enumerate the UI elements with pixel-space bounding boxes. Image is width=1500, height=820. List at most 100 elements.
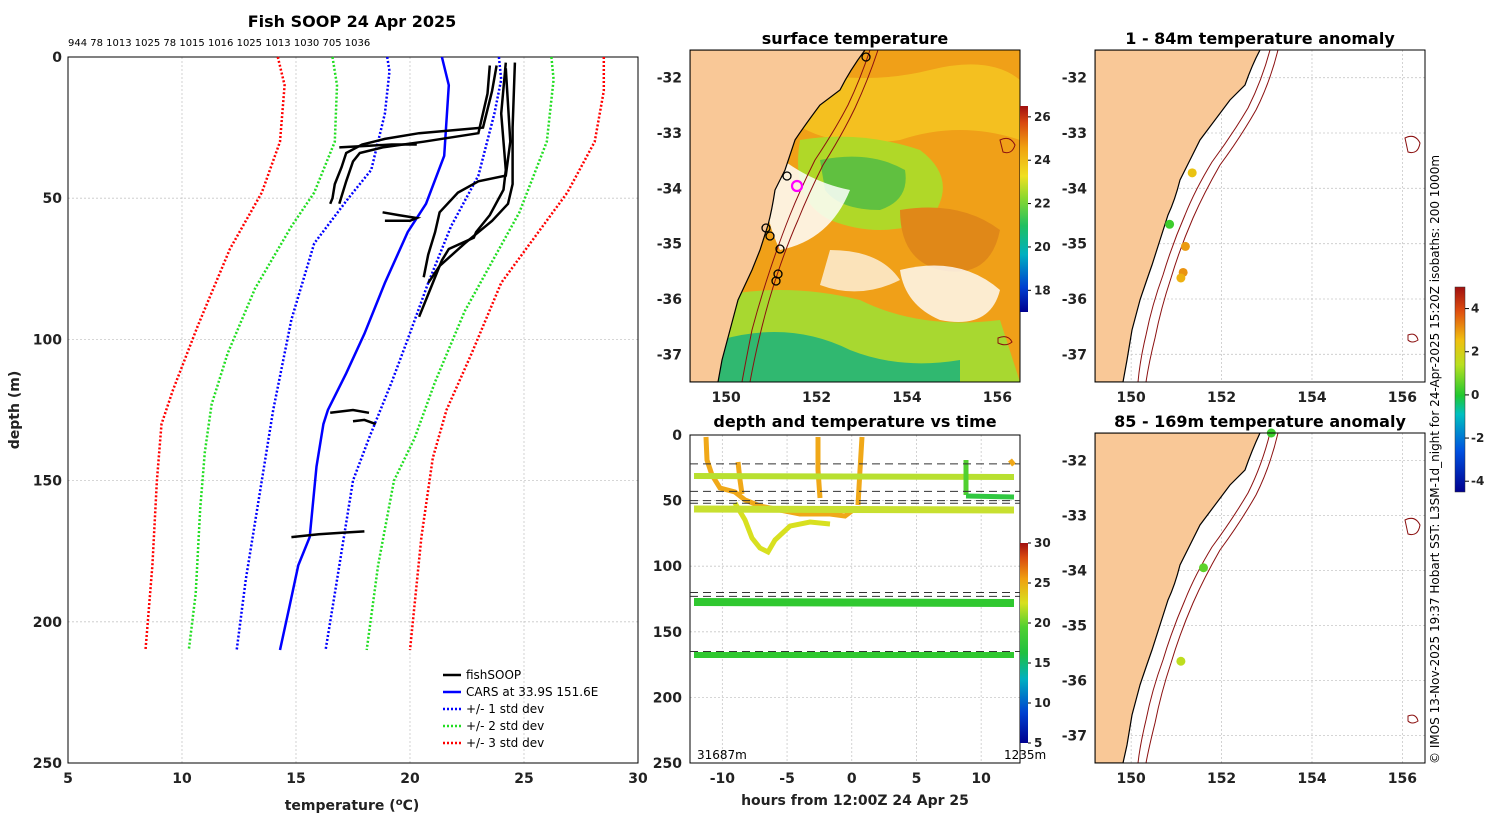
anomaly-deep-frame xyxy=(1094,432,1426,764)
time-depth-plot: depth and temperature vs time -10 -5 0 5 100… xyxy=(653,412,1051,809)
time-y-tick-label: 0 xyxy=(672,428,682,444)
anomaly-shallow-seamount xyxy=(1404,135,1421,154)
time-colorbar-label: 20 xyxy=(1034,616,1051,630)
time-colorbar-label: 30 xyxy=(1034,536,1051,550)
map-lon-tick-label: 154 xyxy=(892,390,921,406)
sst-cars-location-marker xyxy=(790,179,804,193)
sst-seamount-contour xyxy=(997,336,1013,346)
time-colorbar-label: 10 xyxy=(1034,696,1051,710)
time-x-axis-label: hours from 12:00Z 24 Apr 25 xyxy=(741,793,969,809)
map-lon-tick-label: 152 xyxy=(1207,771,1236,787)
anomaly-point xyxy=(1176,656,1186,666)
profile-y-tick-label: 250 xyxy=(33,756,62,772)
sst-map: surface temperature xyxy=(657,29,1051,406)
anomaly-shallow-title: 1 - 84m temperature anomaly xyxy=(1125,29,1395,48)
sst-station-marker xyxy=(775,244,785,254)
profile-y-tick-label: 200 xyxy=(33,615,62,631)
sst-isobath-200 xyxy=(741,50,871,382)
anomaly-point xyxy=(1187,168,1197,178)
anomaly-point xyxy=(1180,241,1190,251)
time-x-tick-label: -10 xyxy=(710,771,736,787)
series--1-std-dev-cool- xyxy=(235,56,391,651)
time-depth-title: depth and temperature vs time xyxy=(713,412,996,431)
map-lon-tick-label: 156 xyxy=(1388,390,1417,406)
map-lat-tick-label: -36 xyxy=(657,292,682,308)
time-colorbar-label: 25 xyxy=(1034,576,1051,590)
sst-cloud-mask-3 xyxy=(820,250,900,292)
sst-station-marker xyxy=(765,231,775,241)
map-lon-tick-label: 152 xyxy=(802,390,831,406)
map-lat-tick-label: -37 xyxy=(657,347,682,363)
trace-band-48m xyxy=(965,493,1015,500)
anomaly-deep-seamount xyxy=(1407,714,1419,724)
series-fishsoop-profile-1 xyxy=(329,65,498,205)
time-depth-traces xyxy=(693,436,1016,658)
sst-seamount-contour xyxy=(999,137,1016,154)
profile-title: Fish SOOP 24 Apr 2025 xyxy=(248,12,457,31)
map-lon-tick-label: 152 xyxy=(1207,390,1236,406)
trace-band-127m xyxy=(693,598,1015,607)
series-fishsoop-segment-168m xyxy=(291,530,365,539)
profile-top-ids: 944 78 1013 1025 78 1015 1016 1025 1013 … xyxy=(68,38,370,49)
map-lat-tick-label: -35 xyxy=(657,237,682,253)
map-lon-tick-label: 150 xyxy=(1117,771,1146,787)
anomaly-colorbar-label: 0 xyxy=(1471,388,1479,402)
sst-warm-pool xyxy=(900,207,1000,272)
series--2-std-dev-cool- xyxy=(187,56,339,651)
map-lat-tick-label: -34 xyxy=(1062,564,1088,580)
anomaly-shallow-seamount xyxy=(1407,333,1419,343)
series-fishsoop-profile-2 xyxy=(338,65,492,205)
map-lat-tick-label: -33 xyxy=(1062,509,1087,525)
trace-band-57m xyxy=(693,505,1015,514)
anomaly-map-shallow: 1 - 84m temperature anomaly 150 152 154 156… xyxy=(1062,29,1426,406)
map-lon-tick-label: 154 xyxy=(1297,390,1326,406)
time-y-tick-label: 250 xyxy=(653,756,682,772)
sst-colorbar xyxy=(1020,106,1028,312)
anomaly-shallow-isobath-200 xyxy=(1137,50,1271,382)
sst-station-marker xyxy=(861,52,871,62)
map-lat-tick-label: -36 xyxy=(1062,674,1087,690)
map-lat-tick-label: -32 xyxy=(1062,454,1087,470)
anomaly-colorbar-label: -4 xyxy=(1471,474,1484,488)
map-lon-tick-label: 156 xyxy=(983,390,1012,406)
profile-y-axis-label: depth (m) xyxy=(7,371,23,449)
map-lat-tick-label: -35 xyxy=(1062,237,1087,253)
time-colorbar-label: 5 xyxy=(1034,736,1042,750)
sst-colorbar-label: 20 xyxy=(1034,240,1051,254)
profile-x-tick-label: 20 xyxy=(400,771,420,787)
map-lat-tick-label: -37 xyxy=(1062,347,1087,363)
profile-x-tick-label: 30 xyxy=(628,771,648,787)
sst-isobath-1000 xyxy=(749,50,879,382)
trace-orange-cast xyxy=(735,461,745,495)
series-fishsoop-segment-31m xyxy=(339,143,417,149)
sst-station-marker xyxy=(761,223,771,233)
map-lon-tick-label: 156 xyxy=(1388,771,1417,787)
anomaly-shallow-frame xyxy=(1094,49,1426,383)
profile-plot: Fish SOOP 24 Apr 2025 944 78 1013 1025 7… xyxy=(7,12,648,814)
profile-axes-frame xyxy=(67,56,639,764)
anomaly-point xyxy=(1176,273,1186,283)
legend-cars: CARS at 33.9S 151.6E xyxy=(466,685,598,699)
anomaly-deep-isobath-1000 xyxy=(1145,433,1279,763)
sst-colorbar-label: 22 xyxy=(1034,197,1051,211)
series-fishsoop-segment-129m xyxy=(352,418,377,426)
sst-colorbar-label: 24 xyxy=(1034,153,1051,167)
series-fishsoop-profile-4 xyxy=(427,62,517,284)
trace-orange-tail xyxy=(1008,458,1016,467)
anomaly-shallow-isobath-1000 xyxy=(1145,50,1279,382)
sst-south-cooler xyxy=(700,332,960,382)
map-lat-tick-label: -32 xyxy=(1062,71,1087,87)
sst-station-marker xyxy=(782,171,792,181)
map-lat-tick-label: -37 xyxy=(1062,729,1087,745)
profile-series-layer xyxy=(144,56,606,651)
profile-x-axis-label: temperature (oC) xyxy=(285,797,420,815)
series-fishsoop-profile-5 xyxy=(422,68,512,278)
anomaly-colorbar-label: 4 xyxy=(1471,302,1479,316)
series--2-std-dev-warm- xyxy=(365,56,555,651)
time-x-tick-label: 5 xyxy=(912,771,922,787)
trace-orange-cast xyxy=(855,436,865,506)
time-x-tick-label: 10 xyxy=(971,771,991,787)
time-y-tick-label: 200 xyxy=(653,690,682,706)
map-lat-tick-label: -33 xyxy=(657,126,682,142)
